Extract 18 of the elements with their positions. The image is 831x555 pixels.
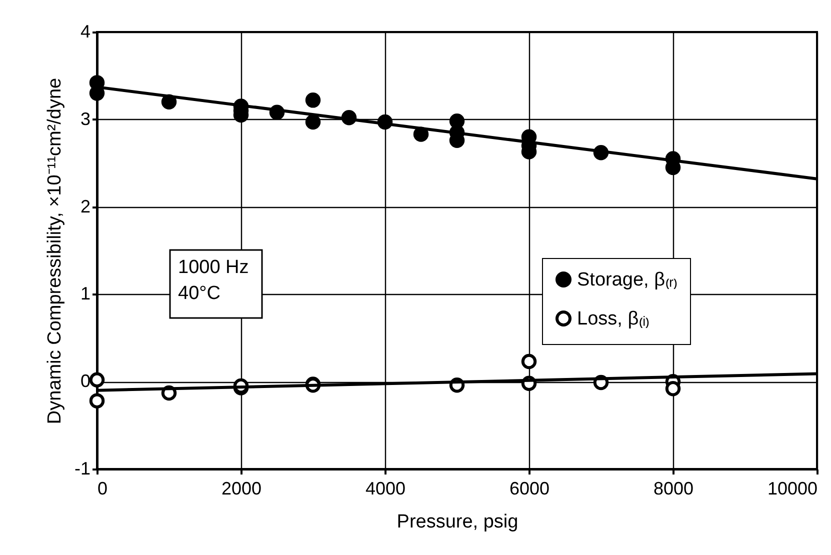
x-tick-label: 0 — [98, 478, 108, 498]
x-tick-label: 10000 — [767, 478, 818, 498]
y-tick-label: 0 — [80, 371, 90, 392]
annotation: 40°C — [178, 283, 220, 304]
y-tick-label: 2 — [80, 196, 90, 216]
y-tick-label: 1 — [80, 284, 90, 304]
y-axis-title: Dynamic Compressibility, ×10⁻¹¹cm²/dyne — [44, 78, 66, 424]
legend-label: Storage, β₍ᵣ₎ — [577, 270, 678, 290]
x-axis-title: Pressure, psig — [396, 512, 518, 532]
y-tick-label: 4 — [80, 22, 90, 42]
annotation: 1000 Hz — [178, 257, 249, 278]
y-tick-label: -1 — [74, 458, 90, 478]
x-tick-label: 8000 — [653, 478, 694, 498]
x-tick-label: 2000 — [221, 478, 262, 498]
x-tick-label: 6000 — [509, 478, 550, 498]
x-tick-label: 4000 — [365, 478, 406, 498]
legend-label: Loss, β₍ᵢ₎ — [577, 308, 650, 330]
y-tick-label: 3 — [80, 108, 90, 129]
